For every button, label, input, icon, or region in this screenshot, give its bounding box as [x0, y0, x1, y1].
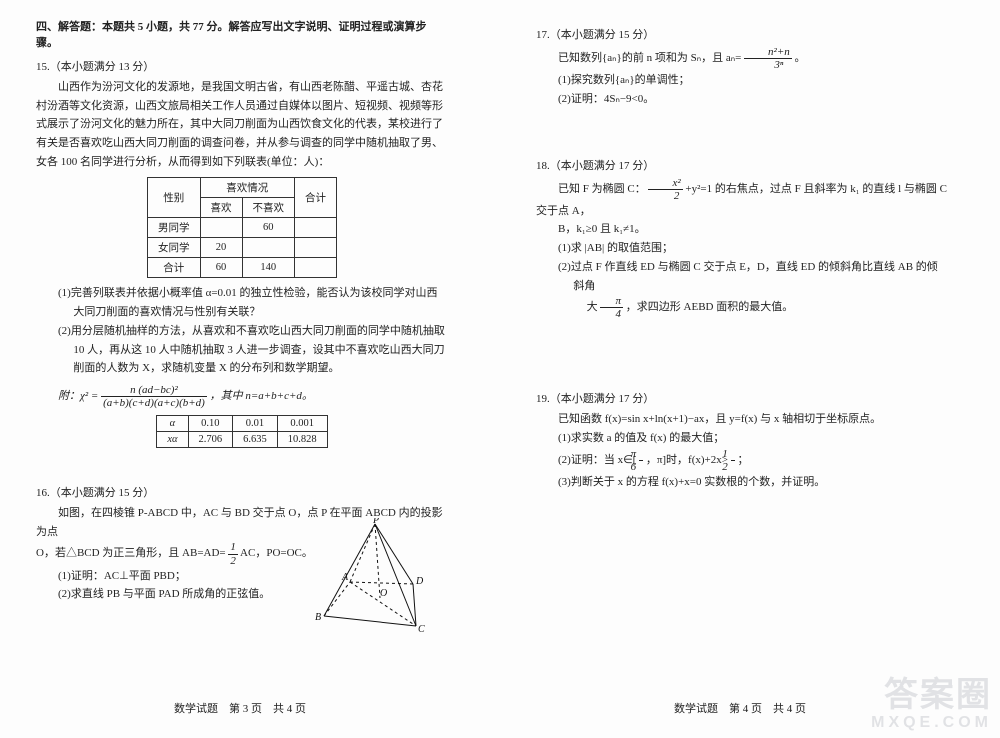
q15-table1: 性别 喜欢情况 合计 喜欢 不喜欢 男同学 60 女同学 20 合计 60 14… — [147, 177, 337, 278]
t2-h4: 0.001 — [277, 416, 327, 432]
q15-formula: 附：χ² = n (ad−bc)² (a+b)(c+d)(a+c)(b+d) ，… — [58, 384, 448, 409]
svg-text:D: D — [415, 576, 424, 587]
q19-fn: π — [639, 448, 643, 461]
page-3: 四、解答题：本题共 5 小题，共 77 分。解答应写出文字说明、证明过程或演算步… — [0, 0, 480, 738]
q17-fd: 3ⁿ — [744, 59, 792, 71]
t1-h2b: 不喜欢 — [242, 198, 295, 218]
q15-head: 15.（本小题满分 13 分） — [36, 58, 448, 74]
formula-suffix: ，其中 n=a+b+c+d。 — [210, 390, 313, 402]
svg-text:C: C — [418, 624, 425, 635]
q19-head: 19.（本小题满分 17 分） — [536, 390, 948, 406]
t2-v3: 10.828 — [277, 432, 327, 448]
t2-v1: 2.706 — [188, 432, 233, 448]
q19-fd: 6 — [639, 461, 643, 473]
q19-f2d: 2 — [731, 461, 735, 473]
t1-r1c1: 男同学 — [148, 218, 201, 238]
section-4-head: 四、解答题：本题共 5 小题，共 77 分。解答应写出文字说明、证明过程或演算步… — [36, 18, 448, 50]
footer-3: 数学试题 第 3 页 共 4 页 — [0, 700, 480, 716]
t2-r1: xα — [157, 432, 188, 448]
t1-r3c2: 60 — [200, 258, 242, 278]
q16-head: 16.（本小题满分 15 分） — [36, 484, 448, 500]
svg-text:P: P — [372, 518, 379, 526]
q19-s3: (3)判断关于 x 的方程 f(x)+x=0 实数根的个数，并证明。 — [558, 473, 948, 492]
q16-frac-d: 2 — [228, 555, 238, 567]
page-4: 17.（本小题满分 15 分） 已知数列{aₙ}的前 n 项和为 Sₙ，且 aₙ… — [500, 0, 980, 738]
t2-h3: 0.01 — [233, 416, 278, 432]
t2-h1: α — [157, 416, 188, 432]
q18-p1: 已知 F 为椭圆 C： x² 2 +y²=1 的右焦点，过点 F 且斜率为 k₁… — [536, 177, 948, 221]
q18-p2: B，k₁≥0 且 k₁≠1。 — [536, 220, 948, 239]
q15-body: 山西作为汾河文化的发源地，是我国文明古省，有山西老陈醋、平遥古城、杏花村汾酒等文… — [36, 78, 448, 171]
formula-prefix: 附：χ² = — [58, 390, 98, 402]
q16-p1c: AC，PO=OC。 — [240, 548, 313, 560]
q15-s2: (2)用分层随机抽样的方法，从喜欢和不喜欢吃山西大同刀削面的同学中随机抽取 10… — [58, 322, 448, 378]
q17-s1: (1)探究数列{aₙ}的单调性； — [558, 71, 948, 90]
t1-r3c4 — [295, 258, 337, 278]
t1-r1c3: 60 — [242, 218, 295, 238]
q17-p1a: 已知数列{aₙ}的前 n 项和为 Sₙ，且 aₙ= — [558, 52, 741, 64]
t1-h2: 喜欢情况 — [200, 178, 295, 198]
t1-r3c3: 140 — [242, 258, 295, 278]
q18-head: 18.（本小题满分 17 分） — [536, 157, 948, 173]
q18-p1a: 已知 F 为椭圆 C： — [558, 183, 646, 195]
t1-h3: 合计 — [295, 178, 337, 218]
t1-r2c1: 女同学 — [148, 238, 201, 258]
pyramid-figure: P A D B C O — [310, 518, 440, 638]
q18-s2-line2: 大 π 4 ，求四边形 AEBD 面积的最大值。 — [558, 295, 948, 320]
q18-f2d: 4 — [600, 308, 623, 320]
q19-p1: 已知函数 f(x)=sin x+ln(x+1)−ax，且 y=f(x) 与 x … — [536, 410, 948, 429]
svg-text:A: A — [341, 572, 349, 583]
q17-fn: n²+n — [744, 46, 792, 59]
q18-fd: 2 — [648, 190, 682, 202]
q17-p1: 已知数列{aₙ}的前 n 项和为 Sₙ，且 aₙ= n²+n 3ⁿ 。 — [536, 46, 948, 71]
q19-f2n: 1 — [731, 448, 735, 461]
q16-p1b: O，若△BCD 为正三角形，且 AB=AD= — [36, 548, 226, 560]
q18-fn: x² — [648, 177, 682, 190]
svg-text:B: B — [315, 612, 321, 623]
t1-r3c1: 合计 — [148, 258, 201, 278]
t1-r1c4 — [295, 218, 337, 238]
q17-p1b: 。 — [795, 52, 806, 64]
t1-r1c2 — [200, 218, 242, 238]
svg-text:O: O — [380, 588, 387, 599]
q19-s1: (1)求实数 a 的值及 f(x) 的最大值； — [558, 429, 948, 448]
t1-r2c3 — [242, 238, 295, 258]
q19-s2a: (2)证明：当 x∈[ — [558, 454, 636, 466]
footer-4: 数学试题 第 4 页 共 4 页 — [500, 700, 980, 716]
q18-s2b: 大 — [587, 301, 601, 313]
formula-num: n (ad−bc)² — [101, 384, 207, 397]
q18-f2n: π — [600, 295, 623, 308]
t2-v2: 6.635 — [233, 432, 278, 448]
q18-s2c: ，求四边形 AEBD 面积的最大值。 — [626, 301, 793, 313]
q17-head: 17.（本小题满分 15 分） — [536, 26, 948, 42]
q15-s1: (1)完善列联表并依据小概率值 α=0.01 的独立性检验，能否认为该校同学对山… — [58, 284, 448, 321]
t1-h1: 性别 — [148, 178, 201, 218]
formula-den: (a+b)(c+d)(a+c)(b+d) — [101, 397, 207, 409]
q19-s2c: ； — [737, 454, 748, 466]
t1-r2c4 — [295, 238, 337, 258]
q15-table2: α 0.10 0.01 0.001 xα 2.706 6.635 10.828 — [156, 415, 327, 448]
q19-s2: (2)证明：当 x∈[ π 6 ，π]时，f(x)+2x> 1 2 ； — [558, 448, 948, 473]
t1-r2c2: 20 — [200, 238, 242, 258]
q19-s2b: ，π]时，f(x)+2x> — [646, 454, 728, 466]
t1-h2a: 喜欢 — [200, 198, 242, 218]
q18-s1: (1)求 |AB| 的取值范围； — [558, 239, 948, 258]
q18-s2a: (2)过点 F 作直线 ED 与椭圆 C 交于点 E，D，直线 ED 的倾斜角比… — [558, 258, 948, 295]
q16-frac-n: 1 — [228, 541, 238, 554]
t2-h2: 0.10 — [188, 416, 233, 432]
q17-s2: (2)证明：4Sₙ−9<0。 — [558, 90, 948, 109]
